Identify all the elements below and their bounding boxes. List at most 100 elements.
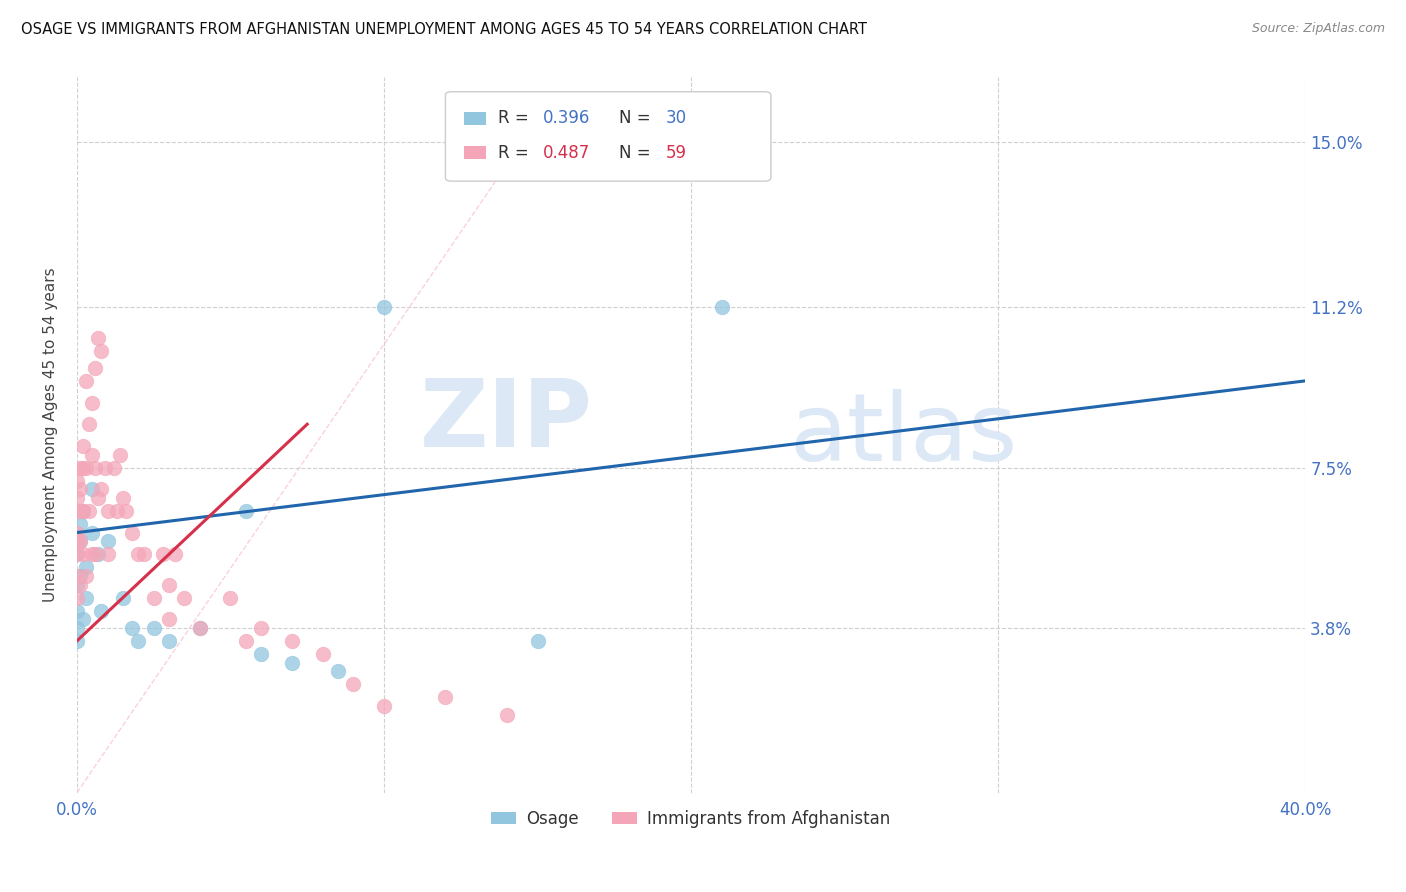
Point xyxy=(250,621,273,635)
Point xyxy=(69,482,91,496)
Point xyxy=(326,665,349,679)
Y-axis label: Unemployment Among Ages 45 to 54 years: Unemployment Among Ages 45 to 54 years xyxy=(44,268,58,602)
Point xyxy=(66,547,89,561)
Point xyxy=(115,504,138,518)
Point xyxy=(281,656,304,670)
Point xyxy=(710,300,733,314)
Point xyxy=(72,504,94,518)
Point xyxy=(235,634,257,648)
Point xyxy=(173,591,195,605)
Point xyxy=(84,460,107,475)
Point xyxy=(69,577,91,591)
Point xyxy=(90,604,112,618)
Point xyxy=(75,591,97,605)
Point xyxy=(77,417,100,432)
Point xyxy=(82,448,104,462)
Point xyxy=(127,634,149,648)
Point xyxy=(66,525,89,540)
Point xyxy=(66,534,89,549)
Point xyxy=(157,577,180,591)
Point xyxy=(219,591,242,605)
Legend: Osage, Immigrants from Afghanistan: Osage, Immigrants from Afghanistan xyxy=(485,803,897,834)
Point xyxy=(157,634,180,648)
Point xyxy=(97,504,120,518)
Point xyxy=(127,547,149,561)
Point xyxy=(142,591,165,605)
Point xyxy=(66,491,89,505)
Point xyxy=(93,460,115,475)
Point xyxy=(87,330,110,344)
Point xyxy=(75,374,97,388)
Point xyxy=(84,547,107,561)
Point xyxy=(82,547,104,561)
Point xyxy=(75,569,97,583)
Point xyxy=(87,547,110,561)
Text: 59: 59 xyxy=(665,144,686,161)
Text: R =: R = xyxy=(498,144,534,161)
FancyBboxPatch shape xyxy=(464,146,486,159)
Point xyxy=(90,343,112,358)
Point xyxy=(526,634,548,648)
Text: Source: ZipAtlas.com: Source: ZipAtlas.com xyxy=(1251,22,1385,36)
Point xyxy=(188,621,211,635)
Point xyxy=(434,690,457,705)
Point xyxy=(108,448,131,462)
FancyBboxPatch shape xyxy=(446,92,770,181)
Text: 0.396: 0.396 xyxy=(543,109,589,128)
Point xyxy=(69,569,91,583)
Text: 0.487: 0.487 xyxy=(543,144,589,161)
Point xyxy=(82,525,104,540)
Point xyxy=(152,547,174,561)
Text: ZIP: ZIP xyxy=(420,375,593,467)
Point xyxy=(373,698,395,713)
Text: N =: N = xyxy=(619,109,655,128)
Point xyxy=(97,547,120,561)
Point xyxy=(82,395,104,409)
Point xyxy=(121,525,143,540)
Point xyxy=(121,621,143,635)
Point xyxy=(165,547,187,561)
Point xyxy=(90,482,112,496)
Point xyxy=(72,547,94,561)
Point xyxy=(188,621,211,635)
Point xyxy=(75,460,97,475)
FancyBboxPatch shape xyxy=(464,112,486,125)
Point xyxy=(66,621,89,635)
Point xyxy=(157,612,180,626)
Text: 30: 30 xyxy=(665,109,686,128)
Point xyxy=(103,460,125,475)
Text: OSAGE VS IMMIGRANTS FROM AFGHANISTAN UNEMPLOYMENT AMONG AGES 45 TO 54 YEARS CORR: OSAGE VS IMMIGRANTS FROM AFGHANISTAN UNE… xyxy=(21,22,868,37)
Point xyxy=(311,647,333,661)
Point xyxy=(69,516,91,531)
Point xyxy=(66,547,89,561)
Point xyxy=(66,634,89,648)
Point xyxy=(281,634,304,648)
Point xyxy=(87,491,110,505)
Text: R =: R = xyxy=(498,109,534,128)
Point xyxy=(373,300,395,314)
Point xyxy=(105,504,128,518)
Point xyxy=(69,504,91,518)
Point xyxy=(75,560,97,574)
Point xyxy=(84,360,107,375)
Point xyxy=(134,547,156,561)
Text: atlas: atlas xyxy=(789,389,1018,481)
Point xyxy=(69,534,91,549)
Point xyxy=(97,534,120,549)
Point xyxy=(66,569,89,583)
Point xyxy=(250,647,273,661)
Point xyxy=(72,504,94,518)
Point xyxy=(66,474,89,488)
Point xyxy=(495,707,517,722)
Point xyxy=(82,482,104,496)
Point xyxy=(235,504,257,518)
Point xyxy=(342,677,364,691)
Point xyxy=(72,439,94,453)
Point xyxy=(66,604,89,618)
Point xyxy=(77,504,100,518)
Point xyxy=(72,460,94,475)
Point xyxy=(66,504,89,518)
Point xyxy=(66,591,89,605)
Point xyxy=(142,621,165,635)
Text: N =: N = xyxy=(619,144,655,161)
